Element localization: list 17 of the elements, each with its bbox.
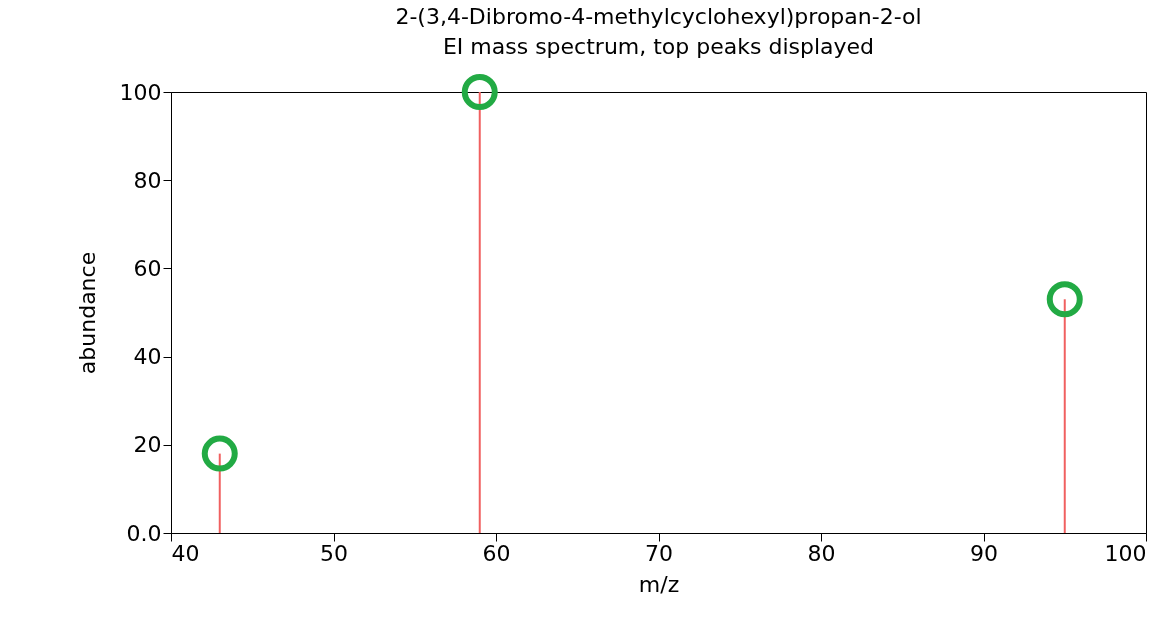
chart-title: 2-(3,4-Dibromo-4-methylcyclohexyl)propan-2-ol bbox=[395, 4, 922, 29]
y-tick-label: 0.0 bbox=[126, 520, 162, 546]
x-tick-label: 60 bbox=[482, 540, 511, 566]
x-tick-label: 100 bbox=[1104, 540, 1147, 566]
x-tick-label: 50 bbox=[320, 540, 348, 566]
y-tick-label: 20 bbox=[133, 432, 162, 458]
y-tick-label: 100 bbox=[119, 79, 162, 105]
x-tick-label: 90 bbox=[970, 540, 998, 566]
x-tick-label: 40 bbox=[171, 540, 200, 566]
x-tick-label: 80 bbox=[807, 540, 836, 566]
y-axis-title: abundance bbox=[74, 251, 100, 375]
x-axis-title: m/z bbox=[638, 571, 680, 597]
y-tick-label: 40 bbox=[133, 344, 162, 370]
chart-subtitle: EI mass spectrum, top peaks displayed bbox=[442, 34, 875, 59]
x-tick-label: 70 bbox=[645, 540, 673, 566]
y-tick-label: 80 bbox=[133, 167, 162, 193]
y-tick-label: 60 bbox=[133, 255, 162, 281]
